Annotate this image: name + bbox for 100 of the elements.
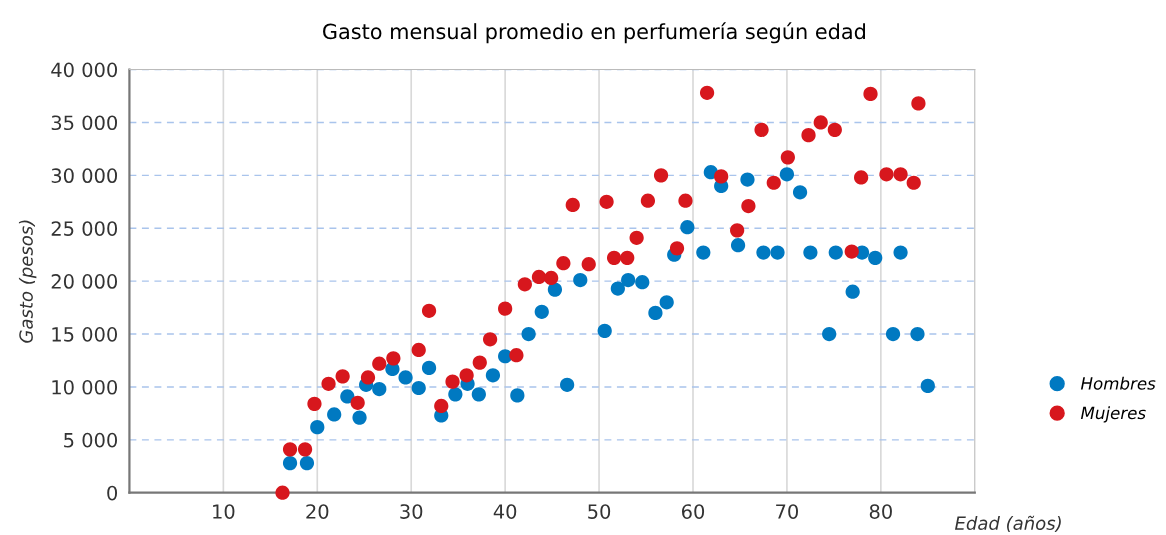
- point: [321, 376, 336, 391]
- point: [282, 456, 298, 471]
- point: [565, 197, 580, 213]
- point: [327, 407, 342, 422]
- point: [350, 395, 365, 410]
- point: [699, 85, 715, 100]
- point: [421, 360, 437, 376]
- y-tick-label: 10 000: [52, 379, 118, 395]
- x-tick-label: 50: [588, 504, 611, 519]
- point: [297, 442, 313, 457]
- point: [766, 175, 781, 190]
- point: [779, 167, 795, 182]
- point: [544, 270, 559, 286]
- point: [893, 167, 908, 182]
- point: [854, 170, 869, 185]
- point: [398, 370, 413, 385]
- point: [340, 389, 355, 404]
- y-tick-label: 15 000: [52, 327, 118, 342]
- point: [275, 485, 290, 500]
- y-tick-label: 5 000: [64, 432, 118, 448]
- point: [307, 396, 322, 411]
- point: [754, 122, 769, 137]
- y-tick-label: 0: [107, 485, 118, 501]
- x-tick-label: 70: [776, 504, 798, 519]
- point: [610, 281, 625, 296]
- point: [828, 245, 843, 260]
- point: [411, 380, 426, 396]
- point: [421, 303, 437, 318]
- point: [386, 351, 401, 366]
- point: [547, 282, 563, 297]
- point: [792, 185, 808, 200]
- point: [282, 442, 298, 457]
- point: [599, 194, 614, 209]
- point: [299, 456, 315, 471]
- point: [573, 272, 588, 288]
- y-tick-label: 35 000: [51, 115, 118, 131]
- point: [498, 301, 513, 316]
- x-tick-label: 10: [213, 504, 235, 519]
- point: [517, 277, 532, 292]
- point: [335, 369, 350, 384]
- point: [459, 368, 474, 383]
- x-tick-label: 60: [681, 504, 705, 519]
- y-tick-label: 25 000: [51, 221, 118, 236]
- y-tick-label: 40 000: [51, 62, 118, 78]
- point: [741, 198, 756, 214]
- point: [653, 168, 669, 183]
- point: [560, 377, 575, 392]
- point: [640, 193, 656, 208]
- point: [911, 96, 926, 111]
- point: [680, 220, 695, 235]
- point: [556, 256, 571, 271]
- point: [606, 250, 622, 265]
- y-axis-title: Gasto (pesos): [18, 220, 37, 343]
- chart-title: Gasto mensual promedio en perfumería según edad: [323, 22, 865, 44]
- point: [885, 326, 901, 342]
- point: [730, 223, 745, 238]
- point: [844, 244, 859, 259]
- point: [910, 326, 925, 342]
- point: [669, 241, 685, 256]
- point: [780, 150, 795, 165]
- legend-label: Hombres: [1080, 376, 1156, 390]
- point: [581, 257, 596, 272]
- point: [678, 193, 693, 208]
- point: [879, 167, 894, 182]
- point: [621, 272, 636, 288]
- x-tick-label: 40: [493, 504, 517, 519]
- point: [803, 245, 818, 260]
- point: [813, 115, 828, 130]
- x-axis-title: Edad (años): [954, 515, 1061, 533]
- point: [756, 245, 771, 260]
- point: [448, 387, 463, 402]
- point: [472, 355, 487, 370]
- point: [822, 326, 837, 342]
- point: [471, 387, 486, 402]
- point: [629, 230, 644, 245]
- point: [372, 381, 387, 397]
- x-tick-label: 80: [869, 504, 892, 519]
- point: [482, 332, 498, 347]
- point: [770, 245, 785, 260]
- point: [510, 388, 525, 403]
- point: [801, 128, 816, 143]
- legend-label: Mujeres: [1080, 406, 1146, 423]
- x-tick-label: 20: [306, 504, 329, 519]
- point: [445, 374, 460, 389]
- point: [893, 245, 908, 260]
- point: [920, 378, 935, 393]
- point: [352, 410, 367, 425]
- point: [509, 348, 524, 363]
- point: [714, 169, 729, 184]
- point: [845, 284, 860, 299]
- point: [521, 326, 536, 342]
- point: [696, 245, 711, 260]
- point: [659, 295, 674, 310]
- point: [411, 342, 426, 358]
- point: [906, 175, 921, 190]
- point: [740, 172, 755, 187]
- point: [434, 398, 449, 414]
- point: [372, 356, 387, 371]
- point: [620, 250, 635, 265]
- point: [648, 305, 663, 320]
